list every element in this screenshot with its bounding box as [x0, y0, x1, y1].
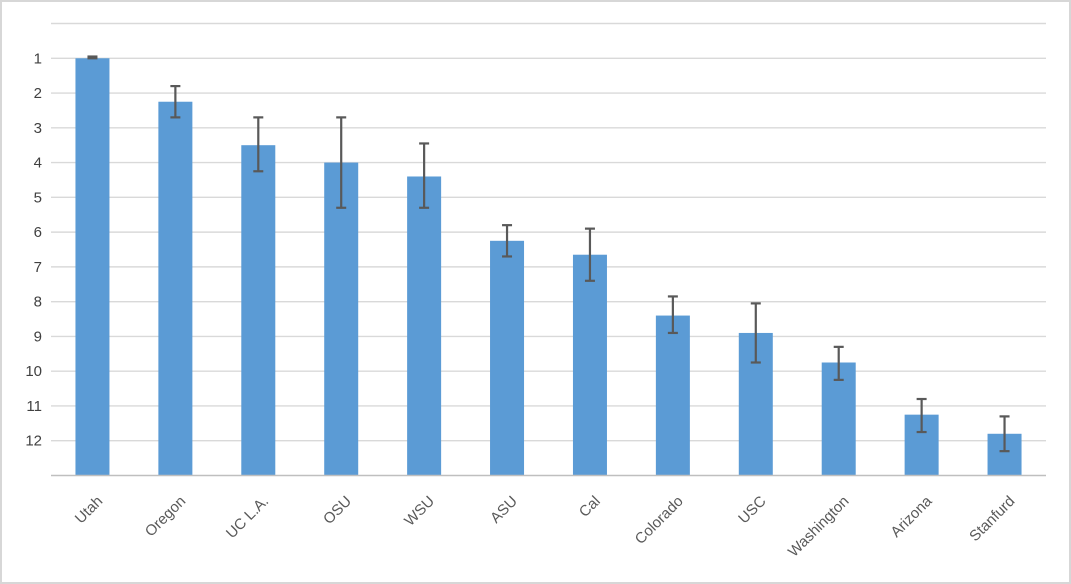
y-axis-tick-label: 1 — [34, 50, 42, 67]
bar — [241, 145, 276, 476]
y-axis-tick-label: 11 — [26, 398, 42, 415]
x-axis-category-label: UC L.A. — [223, 493, 272, 542]
x-axis-category-label: Utah — [72, 493, 106, 527]
y-axis-tick-label: 2 — [34, 85, 42, 102]
y-axis-tick-label: 8 — [34, 294, 42, 311]
x-axis-category-label: Stanfurd — [966, 493, 1018, 545]
y-axis-tick-label: 7 — [34, 259, 42, 276]
y-axis-tick-label: 4 — [34, 155, 42, 172]
y-axis-tick-label: 9 — [34, 328, 42, 345]
x-axis-category-label: Arizona — [887, 492, 935, 540]
bar — [407, 176, 442, 476]
y-axis-tick-label: 3 — [34, 120, 42, 137]
x-axis-category-label: Washington — [785, 493, 853, 561]
x-axis-category-label: Cal — [576, 493, 604, 521]
x-axis-category-label: WSU — [401, 493, 438, 530]
x-axis-category-label: Oregon — [142, 493, 189, 540]
y-axis-tick-label: 5 — [34, 189, 42, 206]
bar — [324, 162, 359, 476]
bar — [821, 362, 856, 476]
bar — [490, 240, 525, 476]
x-axis-category-label: OSU — [320, 493, 355, 528]
bar — [75, 58, 110, 476]
x-axis-category-label: USC — [735, 493, 770, 528]
x-axis-category-label: Colorado — [632, 493, 687, 548]
bar — [655, 315, 690, 476]
bar — [572, 254, 607, 476]
bar — [158, 101, 193, 476]
x-axis-category-label: ASU — [487, 493, 521, 527]
y-axis-tick-label: 12 — [25, 433, 42, 450]
y-axis-tick-label: 6 — [34, 224, 42, 241]
y-axis-tick-label: 10 — [25, 363, 42, 380]
